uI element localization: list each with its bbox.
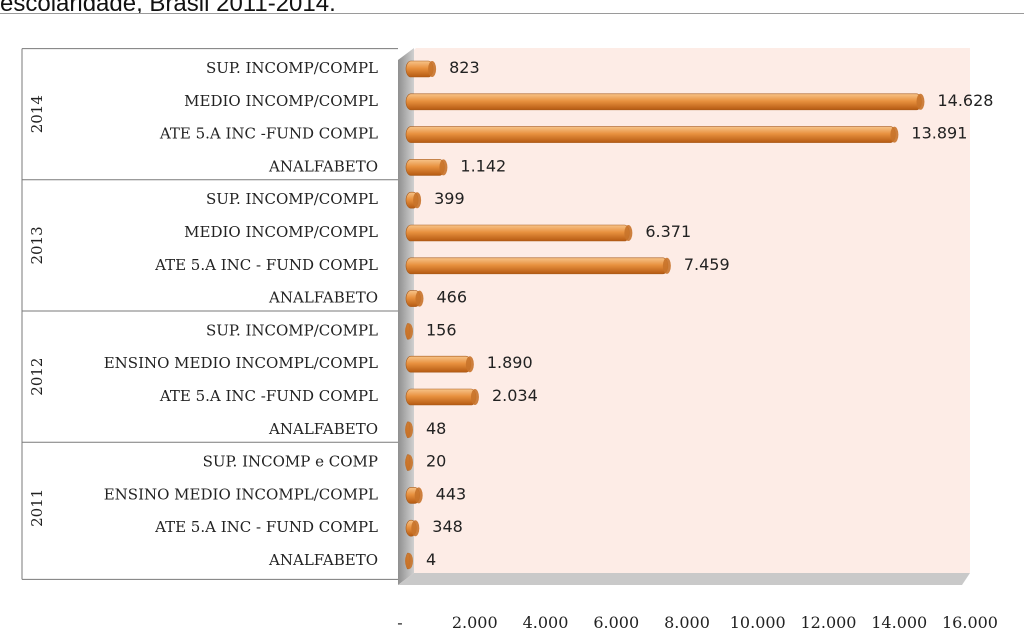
category-label: ATE 5.A INC -FUND COMPL xyxy=(159,387,378,405)
category-label: ATE 5.A INC -FUND COMPL xyxy=(159,125,378,143)
category-label: ANALFABETO xyxy=(268,551,378,569)
bar-end-cap xyxy=(415,290,424,307)
bar-end-cap xyxy=(916,93,925,110)
plot-background xyxy=(404,48,970,585)
bar-end-cap xyxy=(414,487,423,504)
bar-end-cap xyxy=(890,126,899,143)
category-label: SUP. INCOMP/COMPL xyxy=(206,59,378,77)
bar-end-cap xyxy=(465,356,474,373)
bar xyxy=(405,126,896,143)
x-tick-label: 2.000 xyxy=(452,613,498,632)
bar-end-cap xyxy=(405,553,413,569)
category-label: ENSINO MEDIO INCOMPL/COMPL xyxy=(104,485,378,503)
value-label: 156 xyxy=(426,320,457,339)
plot-frame xyxy=(21,48,970,585)
category-label: ANALFABETO xyxy=(268,157,378,175)
value-label: 20 xyxy=(426,452,446,471)
title-divider xyxy=(0,13,1024,14)
bar-end-cap xyxy=(411,520,420,537)
bar xyxy=(405,159,445,176)
category-label: MEDIO INCOMP/COMPL xyxy=(184,92,378,110)
bar xyxy=(405,388,477,406)
category-label: SUP. INCOMP/COMPL xyxy=(206,321,378,339)
bar-end-cap xyxy=(413,192,422,209)
x-tick-label: 16.000 xyxy=(942,613,998,632)
category-label: ANALFABETO xyxy=(268,289,378,307)
bar-end-cap xyxy=(662,257,671,274)
labels-layer: 2014 SUP. INCOMP/COMPL 823 MEDIO INCOMP/COM… xyxy=(28,58,998,632)
value-label: 2.034 xyxy=(492,386,538,405)
x-tick-label: - xyxy=(397,613,402,632)
value-label: 466 xyxy=(436,288,467,307)
bar-end-cap xyxy=(470,389,479,405)
value-label: 14.628 xyxy=(937,91,993,110)
category-label: MEDIO INCOMP/COMPL xyxy=(184,223,378,241)
bars-layer xyxy=(405,60,925,570)
category-label: ATE 5.A INC - FUND COMPL xyxy=(154,518,378,536)
value-label: 399 xyxy=(434,189,465,208)
year-label: 2013 xyxy=(28,226,46,264)
bar-end-cap xyxy=(405,323,413,340)
chart-title: escolaridade, Brasil 2011-2014. xyxy=(0,0,336,14)
bar-end-cap xyxy=(439,159,448,176)
bar xyxy=(405,93,922,111)
value-label: 1.890 xyxy=(487,353,533,372)
category-label: ATE 5.A INC - FUND COMPL xyxy=(154,256,378,274)
x-tick-label: 12.000 xyxy=(801,613,857,632)
year-label: 2014 xyxy=(28,95,46,133)
category-label: SUP. INCOMP e COMP xyxy=(203,453,378,471)
category-label: ENSINO MEDIO INCOMPL/COMPL xyxy=(104,354,378,372)
year-label: 2012 xyxy=(28,358,46,396)
year-label: 2011 xyxy=(28,489,46,527)
x-tick-label: 10.000 xyxy=(730,613,786,632)
value-label: 4 xyxy=(426,550,436,569)
x-tick-label: 4.000 xyxy=(523,613,569,632)
value-label: 48 xyxy=(426,419,446,438)
bar-end-cap xyxy=(428,61,437,77)
bar xyxy=(405,257,669,275)
bar-end-cap xyxy=(405,421,413,438)
x-tick-label: 14.000 xyxy=(871,613,927,632)
category-label: ANALFABETO xyxy=(268,420,378,438)
value-label: 13.891 xyxy=(911,124,967,143)
bar-end-cap xyxy=(624,225,633,241)
bar xyxy=(405,224,630,242)
x-tick-label: 8.000 xyxy=(664,613,710,632)
value-label: 1.142 xyxy=(460,156,506,175)
category-label: SUP. INCOMP/COMPL xyxy=(206,190,378,208)
left-wall xyxy=(398,48,414,585)
value-label: 823 xyxy=(449,58,480,77)
value-label: 443 xyxy=(436,484,467,503)
floor xyxy=(398,573,970,585)
value-label: 7.459 xyxy=(684,255,730,274)
value-label: 6.371 xyxy=(645,222,691,241)
bar-end-cap xyxy=(405,454,413,471)
bar xyxy=(405,355,472,373)
value-label: 348 xyxy=(432,517,463,536)
x-tick-label: 6.000 xyxy=(593,613,639,632)
